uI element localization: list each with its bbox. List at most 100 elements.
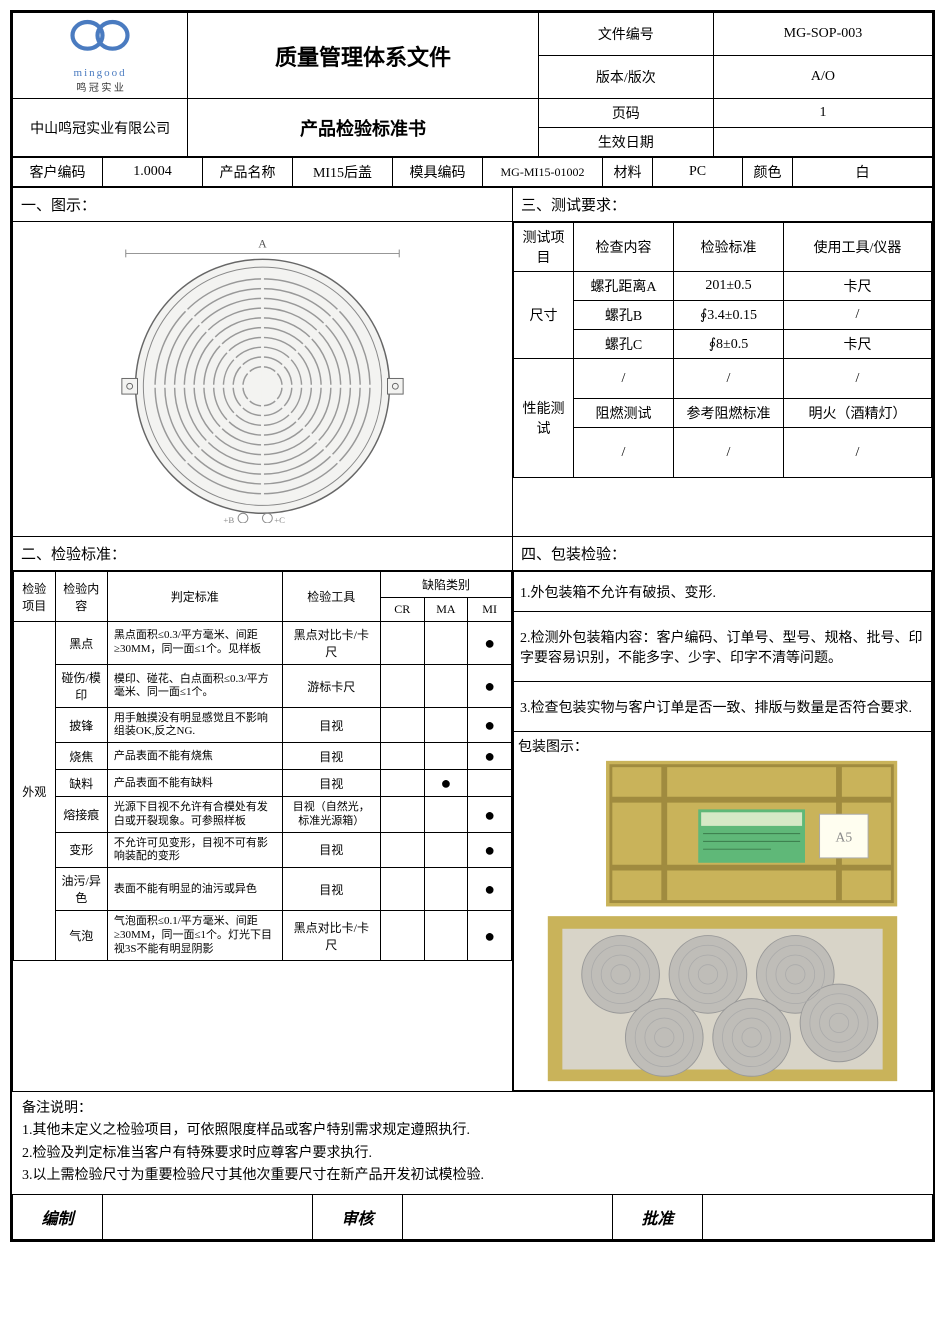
insp-cr bbox=[380, 832, 424, 867]
insp-content: 熔接痕 bbox=[55, 797, 107, 832]
test-row: / bbox=[784, 428, 932, 478]
test-row: / bbox=[574, 428, 674, 478]
value-mold-code: MG-MI15-01002 bbox=[483, 158, 603, 187]
insp-tool: 目视 bbox=[282, 832, 380, 867]
insp-ma bbox=[424, 743, 468, 770]
insp-mi: ● bbox=[468, 743, 512, 770]
company-logo-icon bbox=[55, 17, 145, 67]
sign-prep-value bbox=[103, 1194, 313, 1239]
test-row: / bbox=[674, 359, 784, 399]
info-row-table: 客户编码 1.0004 产品名称 MI15后盖 模具编码 MG-MI15-010… bbox=[12, 157, 933, 187]
insp-mi: ● bbox=[468, 708, 512, 743]
insp-mi: ● bbox=[468, 665, 512, 708]
insp-tool: 黑点对比卡/卡尺 bbox=[282, 911, 380, 961]
insp-ma: ● bbox=[424, 770, 468, 797]
insp-cr bbox=[380, 708, 424, 743]
value-material: PC bbox=[653, 158, 743, 187]
insp-cr bbox=[380, 743, 424, 770]
test-row: 201±0.5 bbox=[674, 272, 784, 301]
section-3-header: 三、测试要求： bbox=[513, 188, 933, 222]
logo-cell: mingood 鸣 冠 实 业 bbox=[13, 13, 188, 99]
section-2-header: 二、检验标准： bbox=[13, 537, 513, 571]
value-page: 1 bbox=[713, 99, 932, 128]
insp-content: 披锋 bbox=[55, 708, 107, 743]
test-row: ∮3.4±0.15 bbox=[674, 301, 784, 330]
value-color: 白 bbox=[793, 158, 933, 187]
insp-cr bbox=[380, 797, 424, 832]
pkg-p1: 1.外包装箱不允许有破损、变形. bbox=[514, 572, 932, 612]
value-version: A/O bbox=[713, 56, 932, 99]
insp-std: 表面不能有明显的油污或异色 bbox=[107, 868, 282, 911]
insp-hdr-content: 检验内容 bbox=[55, 572, 107, 622]
insp-mi: ● bbox=[468, 797, 512, 832]
sign-approve-label: 批准 bbox=[613, 1194, 703, 1239]
insp-ma bbox=[424, 665, 468, 708]
test-cat-perf: 性能测试 bbox=[514, 359, 574, 478]
svg-text:A5: A5 bbox=[836, 829, 853, 844]
company-name: 中山鸣冠实业有限公司 bbox=[13, 99, 188, 157]
test-row: 明火（酒精灯） bbox=[784, 399, 932, 428]
value-eff-date bbox=[713, 128, 932, 157]
label-material: 材料 bbox=[603, 158, 653, 187]
insp-ma bbox=[424, 708, 468, 743]
label-page: 页码 bbox=[538, 99, 713, 128]
insp-std: 光源下目视不允许有合模处有发白或开裂现象。可参照样板 bbox=[107, 797, 282, 832]
insp-mi: ● bbox=[468, 622, 512, 665]
insp-content: 烧焦 bbox=[55, 743, 107, 770]
signature-table: 编制 审核 批准 bbox=[12, 1194, 933, 1240]
insp-std: 黑点面积≤0.3/平方毫米、间距≥30MM，同一面≤1个。见样板 bbox=[107, 622, 282, 665]
pkg-photo-cell: 包装图示： A5 bbox=[514, 732, 932, 1091]
insp-mi: ● bbox=[468, 911, 512, 961]
insp-content: 油污/异色 bbox=[55, 868, 107, 911]
header-table: mingood 鸣 冠 实 业 质量管理体系文件 文件编号 MG-SOP-003… bbox=[12, 12, 933, 157]
insp-tool: 目视 bbox=[282, 770, 380, 797]
insp-ma bbox=[424, 797, 468, 832]
svg-text:A: A bbox=[258, 238, 267, 251]
svg-text:+C: +C bbox=[274, 515, 285, 523]
product-diagram-icon: A bbox=[21, 230, 504, 523]
insp-mi: ● bbox=[468, 832, 512, 867]
insp-hdr-tool: 检验工具 bbox=[282, 572, 380, 622]
insp-content: 气泡 bbox=[55, 911, 107, 961]
document-root: mingood 鸣 冠 实 业 质量管理体系文件 文件编号 MG-SOP-003… bbox=[10, 10, 935, 1242]
insp-tool: 目视 bbox=[282, 708, 380, 743]
insp-std: 气泡面积≤0.1/平方毫米、间距≥30MM，同一面≤1个。灯光下目视3S不能有明… bbox=[107, 911, 282, 961]
test-hdr-item: 测试项目 bbox=[514, 223, 574, 272]
notes-line: 1.其他未定义之检验项目，可依照限度样品或客户特别需求规定遵照执行. bbox=[22, 1120, 923, 1142]
packaging-table: 1.外包装箱不允许有破损、变形. 2.检测外包装箱内容：客户编码、订单号、型号、… bbox=[513, 571, 932, 1091]
section-1-header: 一、图示： bbox=[13, 188, 513, 222]
value-cust-code: 1.0004 bbox=[103, 158, 203, 187]
test-req-cell: 测试项目 检查内容 检验标准 使用工具/仪器 尺寸 螺孔距离A 201±0.5 … bbox=[513, 222, 933, 537]
label-doc-no: 文件编号 bbox=[538, 13, 713, 56]
test-cat-size: 尺寸 bbox=[514, 272, 574, 359]
test-row: 卡尺 bbox=[784, 330, 932, 359]
insp-ma bbox=[424, 622, 468, 665]
pkg-p3: 3.检查包装实物与客户订单是否一致、排版与数量是否符合要求. bbox=[514, 682, 932, 732]
insp-cr bbox=[380, 770, 424, 797]
insp-std: 模印、碰花、白点面积≤0.3/平方毫米、同一面≤1个。 bbox=[107, 665, 282, 708]
insp-hdr-cr: CR bbox=[380, 598, 424, 622]
insp-std: 用手触摸没有明显感觉且不影响组装OK,反之NG. bbox=[107, 708, 282, 743]
brand-en: mingood bbox=[19, 67, 181, 79]
test-hdr-content: 检查内容 bbox=[574, 223, 674, 272]
packaging-cell: 1.外包装箱不允许有破损、变形. 2.检测外包装箱内容：客户编码、订单号、型号、… bbox=[513, 571, 933, 1092]
insp-hdr-defect: 缺陷类别 bbox=[380, 572, 511, 598]
svg-text:+B: +B bbox=[223, 515, 234, 523]
insp-tool: 游标卡尺 bbox=[282, 665, 380, 708]
test-row: 阻燃测试 bbox=[574, 399, 674, 428]
sign-prep-label: 编制 bbox=[13, 1194, 103, 1239]
inspection-table: 检验项目 检验内容 判定标准 检验工具 缺陷类别 CR MA MI 外观 黑点 … bbox=[13, 571, 512, 961]
doc-title: 质量管理体系文件 bbox=[188, 13, 538, 99]
label-eff-date: 生效日期 bbox=[538, 128, 713, 157]
insp-hdr-mi: MI bbox=[468, 598, 512, 622]
insp-content: 黑点 bbox=[55, 622, 107, 665]
insp-content: 碰伤/模印 bbox=[55, 665, 107, 708]
brand-cn: 鸣 冠 实 业 bbox=[19, 79, 181, 94]
notes-block: 备注说明： 1.其他未定义之检验项目，可依照限度样品或客户特别需求规定遵照执行.… bbox=[12, 1092, 933, 1194]
insp-tool: 目视 bbox=[282, 868, 380, 911]
test-row: ∮8±0.5 bbox=[674, 330, 784, 359]
insp-ma bbox=[424, 832, 468, 867]
test-row: / bbox=[574, 359, 674, 399]
insp-cr bbox=[380, 911, 424, 961]
test-row: 参考阻燃标准 bbox=[674, 399, 784, 428]
